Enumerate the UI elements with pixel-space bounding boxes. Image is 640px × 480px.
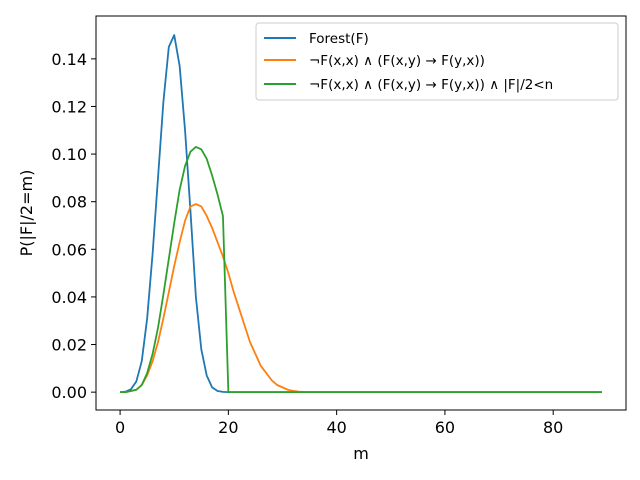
legend-label-2: ¬F(x,x) ∧ (F(x,y) → F(y,x)): [309, 53, 485, 69]
y-axis-label: P(|F|/2=m): [17, 170, 36, 257]
x-tick-label: 60: [435, 418, 455, 437]
y-tick-label: 0.04: [51, 288, 87, 307]
plot-frame: [95, 15, 627, 411]
x-axis-ticks: 0 20 40 60 80: [115, 410, 563, 437]
y-axis-ticks: 0.00 0.02 0.04 0.06 0.08 0.10 0.12 0.14: [51, 50, 96, 402]
x-tick-label: 80: [543, 418, 563, 437]
y-tick-label: 0.14: [51, 50, 87, 69]
y-tick-label: 0.00: [51, 383, 87, 402]
legend-label-3: ¬F(x,x) ∧ (F(x,y) → F(y,x)) ∧ |F|/2<n: [309, 77, 553, 93]
series-layer: [120, 34, 602, 394]
y-tick-label: 0.12: [51, 97, 87, 116]
x-tick-label: 0: [115, 418, 125, 437]
legend: Forest(F) ¬F(x,x) ∧ (F(x,y) → F(y,x)) ¬F…: [255, 22, 619, 101]
legend-box: [255, 22, 619, 101]
y-tick-label: 0.10: [51, 145, 87, 164]
x-tick-label: 20: [218, 418, 238, 437]
y-tick-label: 0.02: [51, 336, 87, 355]
x-tick-label: 40: [326, 418, 346, 437]
y-tick-label: 0.08: [51, 193, 87, 212]
x-axis-label: m: [353, 444, 369, 463]
legend-label-1: Forest(F): [309, 31, 369, 47]
y-tick-label: 0.06: [51, 240, 87, 259]
series-line-3: [120, 146, 602, 394]
